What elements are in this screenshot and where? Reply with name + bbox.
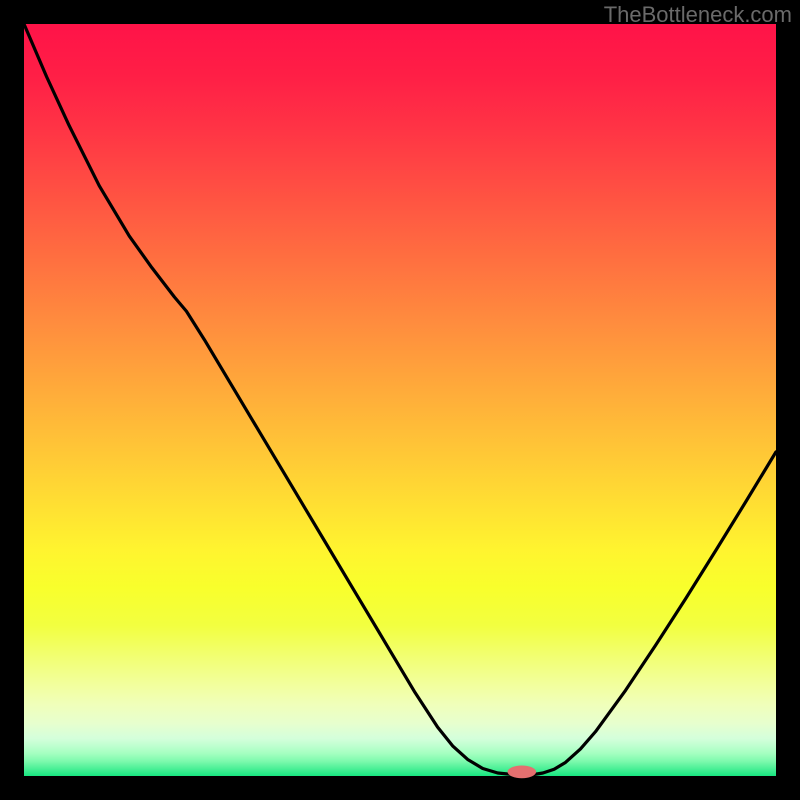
optimal-marker xyxy=(508,765,537,778)
bottleneck-chart xyxy=(0,0,800,800)
plot-area xyxy=(24,24,776,776)
watermark-text: TheBottleneck.com xyxy=(604,2,792,28)
chart-container: TheBottleneck.com xyxy=(0,0,800,800)
